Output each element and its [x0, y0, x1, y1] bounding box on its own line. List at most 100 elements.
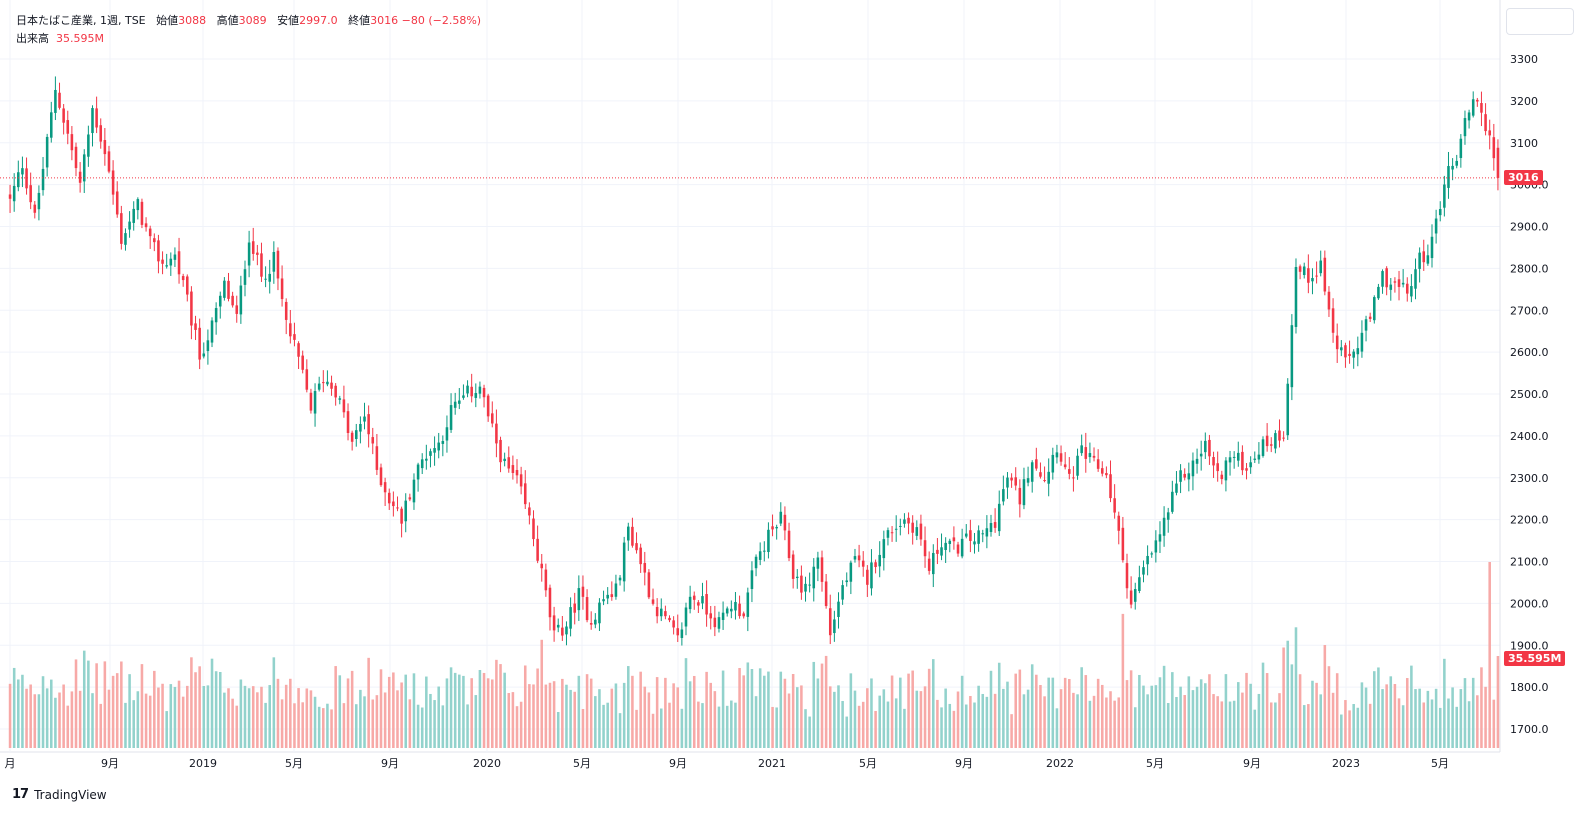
- candle-body: [1241, 451, 1244, 471]
- volume-bar: [379, 669, 383, 748]
- candle-body: [1133, 589, 1137, 602]
- volume-bar: [734, 702, 737, 748]
- volume-bar: [643, 686, 647, 748]
- volume-bar: [800, 685, 803, 748]
- candle-body: [791, 554, 795, 579]
- candle-body: [470, 386, 473, 397]
- volume-bar: [1208, 674, 1211, 748]
- candle-body: [589, 623, 593, 625]
- time-tick-label: 2022: [1046, 757, 1074, 770]
- volume-bar: [1179, 686, 1182, 748]
- candle-body: [808, 584, 811, 586]
- candle-body: [412, 479, 416, 503]
- volume-bar: [1154, 685, 1158, 748]
- candle-body: [1245, 468, 1248, 471]
- candle-body: [511, 465, 515, 473]
- volume-bar: [515, 706, 519, 748]
- candle-body: [140, 201, 144, 225]
- candle-body: [602, 599, 605, 602]
- volume-bar: [45, 688, 49, 748]
- volume-bar: [890, 675, 894, 748]
- candle-body: [709, 613, 713, 619]
- candle-body: [903, 519, 906, 524]
- candles: [8, 76, 1500, 646]
- candle-body: [1010, 477, 1013, 481]
- candle-body: [647, 572, 651, 598]
- candle-body: [400, 508, 403, 524]
- candle-body: [800, 575, 803, 593]
- volume-bar: [1434, 688, 1438, 748]
- time-tick-label: 5月: [1431, 757, 1449, 770]
- candle-body: [1022, 479, 1026, 506]
- candle-body: [552, 615, 556, 631]
- candle-body: [408, 497, 412, 500]
- volume-bar: [177, 680, 181, 748]
- candle-body: [1261, 439, 1265, 456]
- candle-body: [91, 108, 94, 134]
- tradingview-brand[interactable]: 17 TradingView: [12, 787, 107, 802]
- candle-body: [969, 530, 972, 541]
- volume-bar: [598, 689, 601, 748]
- volume-bar: [952, 710, 956, 748]
- volume-bar: [985, 696, 989, 748]
- candle-body: [697, 602, 700, 606]
- volume-bar: [346, 678, 350, 748]
- candle-body: [1191, 460, 1195, 477]
- volume-bar: [247, 688, 251, 748]
- toolbar-box[interactable]: [1506, 8, 1574, 35]
- volume-bar: [866, 688, 869, 748]
- candle-body: [177, 251, 181, 275]
- candle-body: [841, 585, 844, 600]
- volume-bar: [1410, 665, 1413, 748]
- candle-body: [350, 432, 354, 442]
- candle-body: [1039, 472, 1042, 477]
- candle-body: [1307, 268, 1310, 283]
- volume-bar: [552, 681, 556, 748]
- candle-body: [136, 199, 140, 211]
- volume-bar: [635, 709, 638, 748]
- candle-body: [866, 569, 869, 585]
- volume-bar: [268, 685, 271, 748]
- volume-bar: [507, 693, 511, 748]
- volume-bar: [128, 674, 131, 748]
- candle-body: [643, 562, 647, 573]
- candle-body: [519, 474, 523, 487]
- candle-body: [812, 566, 816, 589]
- volume-bar: [676, 687, 680, 748]
- candle-body: [1204, 440, 1207, 453]
- volume-bar: [334, 666, 337, 748]
- candle-body: [1484, 114, 1487, 132]
- candle-body: [1278, 430, 1281, 441]
- candle-body: [107, 151, 111, 172]
- volume-bar: [1026, 689, 1030, 748]
- candle-body: [280, 278, 284, 300]
- volume-bar: [429, 693, 432, 748]
- volume-bar: [870, 678, 873, 748]
- candle-body: [289, 323, 292, 337]
- volume-bar: [1381, 689, 1384, 748]
- volume-bar: [783, 678, 787, 748]
- volume-bar: [231, 698, 234, 748]
- candle-body: [655, 606, 659, 617]
- volume-bar: [1496, 656, 1500, 748]
- volume-bar: [1451, 687, 1454, 748]
- candle-body: [425, 458, 428, 461]
- volume-bar: [680, 708, 684, 748]
- candle-body: [1377, 286, 1380, 299]
- ohlc-legend: 日本たばこ産業, 1週, TSE 始値3088 高値3089 安値2997.0 …: [16, 12, 481, 28]
- price-tick-label: 3200: [1510, 95, 1538, 108]
- candle-body: [132, 208, 135, 223]
- candle-body: [927, 558, 931, 571]
- candle-body: [767, 529, 770, 553]
- volume-bar: [940, 707, 943, 748]
- candle-body: [1426, 255, 1430, 264]
- candle-body: [87, 134, 90, 157]
- candle-body: [1113, 498, 1116, 513]
- candle-body: [651, 599, 655, 604]
- volume-bar: [1166, 703, 1170, 748]
- candle-body: [639, 547, 642, 565]
- volume-bar: [1352, 704, 1355, 748]
- close-value: 3016: [370, 14, 399, 27]
- candle-body: [25, 168, 28, 189]
